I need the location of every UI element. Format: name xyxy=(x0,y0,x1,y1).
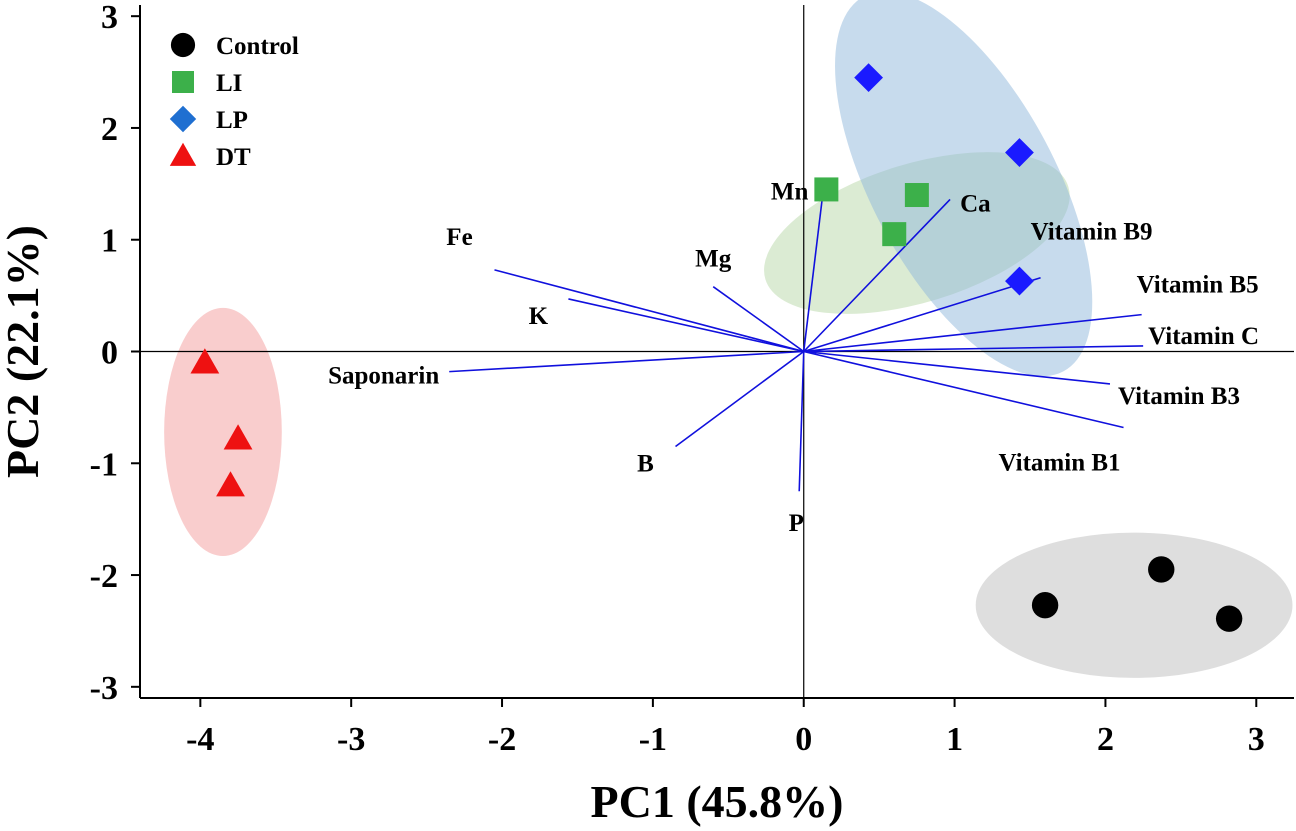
loading-vector-p xyxy=(798,351,805,492)
group-ellipses xyxy=(164,0,1293,678)
loading-label-vitamin-c: Vitamin C xyxy=(1148,323,1259,350)
legend-marker-li xyxy=(172,71,194,93)
loading-label-vitamin-b9: Vitamin B9 xyxy=(1031,219,1153,246)
legend-label-lp: LP xyxy=(216,107,248,134)
x-tick-label: -4 xyxy=(186,721,214,758)
y-tick-label: 2 xyxy=(101,111,118,148)
loading-label-mg: Mg xyxy=(695,246,732,273)
loading-label-vitamin-b1: Vitamin B1 xyxy=(999,450,1121,477)
point-control-3 xyxy=(1215,605,1243,632)
loading-vector-mg xyxy=(712,286,805,353)
legend-marker-control xyxy=(170,32,196,58)
point-li-3 xyxy=(882,222,907,247)
loading-vector-vitamin-b1 xyxy=(803,350,1124,429)
loading-vector-vitamin-b9 xyxy=(803,276,1041,353)
x-tick-label: 0 xyxy=(795,721,812,758)
y-axis-title: PC2 (22.1%) xyxy=(0,225,48,478)
point-li-2 xyxy=(904,183,929,208)
legend-marker-lp xyxy=(169,105,197,133)
loading-vector-k xyxy=(568,298,804,353)
legend-label-dt: DT xyxy=(216,144,251,171)
point-lp-2 xyxy=(1005,138,1034,167)
ellipse-control xyxy=(975,532,1293,678)
legend: Control LI LP DT xyxy=(169,32,299,171)
x-tick-label: -1 xyxy=(639,721,667,758)
y-tick-label: -2 xyxy=(90,558,118,595)
legend-label-control: Control xyxy=(216,33,299,60)
point-lp-3 xyxy=(1005,266,1034,296)
loading-vectors xyxy=(449,189,1144,492)
y-tick-label: -3 xyxy=(90,670,118,707)
point-lp-1 xyxy=(854,63,884,93)
x-tick-label: -2 xyxy=(488,721,516,758)
y-tick-label: -1 xyxy=(90,446,118,483)
point-dt-3 xyxy=(216,471,245,497)
x-tick-label: 3 xyxy=(1248,721,1265,758)
x-tick-label: -3 xyxy=(337,721,365,758)
loading-label-ca: Ca xyxy=(960,190,991,217)
point-dt-1 xyxy=(190,348,220,374)
point-dt-2 xyxy=(223,424,253,450)
loading-vector-vitamin-b5 xyxy=(803,313,1142,353)
y-tick-label: 3 xyxy=(101,0,118,36)
variable-labels: Fe K Mg Saponarin B P Mn Ca Vitamin B9 Vitamin B5… xyxy=(328,178,1259,537)
loading-label-vitamin-b5: Vitamin B5 xyxy=(1137,272,1259,299)
x-axis-title: PC1 (45.8%) xyxy=(591,776,844,827)
loading-label-p: P xyxy=(789,510,804,537)
point-control-2 xyxy=(1148,556,1175,583)
loading-label-mn: Mn xyxy=(771,178,809,205)
loading-label-fe: Fe xyxy=(446,224,472,251)
y-tick-label: 0 xyxy=(101,335,118,372)
loading-vector-vitamin-c xyxy=(803,345,1144,353)
point-control-1 xyxy=(1031,592,1059,619)
x-tick-label: 1 xyxy=(946,721,963,758)
loading-vector-vitamin-b3 xyxy=(803,350,1111,385)
loading-vector-fe xyxy=(494,269,804,353)
loading-vector-b xyxy=(675,350,805,448)
score-points xyxy=(190,63,1243,632)
legend-label-li: LI xyxy=(216,70,242,97)
loading-vector-ca xyxy=(803,198,951,353)
point-li-1 xyxy=(814,177,839,202)
loading-label-b: B xyxy=(637,451,654,478)
loading-vector-saponarin xyxy=(449,350,804,373)
legend-marker-dt xyxy=(169,142,197,166)
loading-vector-mn xyxy=(802,189,825,352)
y-tick-label: 1 xyxy=(101,223,118,260)
ellipse-dt xyxy=(164,307,282,557)
loading-label-vitamin-b3: Vitamin B3 xyxy=(1118,383,1240,410)
axes: -4 -3 -2 -1 0 1 2 3 -3 -2 -1 0 1 2 3 xyxy=(90,0,1294,758)
loading-label-saponarin: Saponarin xyxy=(328,363,439,390)
loading-label-k: K xyxy=(529,303,549,330)
x-tick-label: 2 xyxy=(1097,721,1114,758)
